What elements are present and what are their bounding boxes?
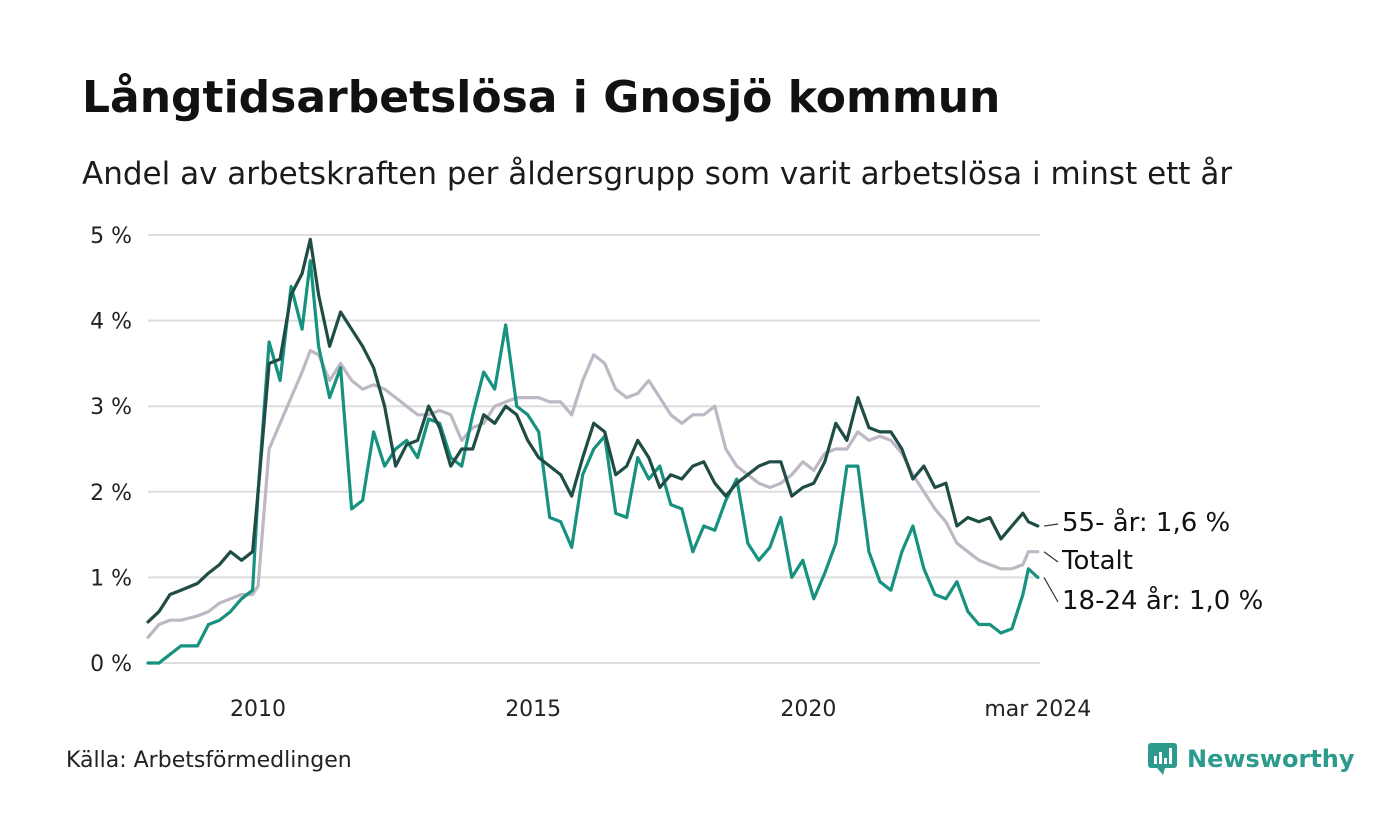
series-line-total [146,349,1040,639]
end-label-leader [1043,577,1059,603]
series-end-label: Totalt [1061,546,1133,576]
brand-logo: Newsworthy [1147,742,1355,776]
y-tick-label: 1 % [90,566,132,591]
x-tick-label: 2010 [230,697,286,722]
series-end-label: 18-24 år: 1,0 % [1062,585,1263,616]
brand-name: Newsworthy [1187,745,1355,773]
x-tick-label: 2015 [505,697,561,722]
source-note: Källa: Arbetsförmedlingen [66,748,352,773]
x-tick-label: mar 2024 [984,697,1091,722]
series-end-label: 55- år: 1,6 % [1062,507,1230,538]
chart-title: Långtidsarbetslösa i Gnosjö kommun [82,72,1001,123]
y-tick-label: 0 % [90,652,132,677]
end-label-leader [1043,523,1059,527]
end-label-leader [1043,551,1059,563]
y-tick-label: 2 % [90,481,132,506]
x-tick-label: 2020 [780,697,836,722]
newsworthy-logo-icon [1148,743,1177,775]
series-line-age55 [146,237,1040,624]
y-tick-label: 4 % [90,310,132,335]
y-tick-label: 5 % [90,224,132,249]
series-line-age1824 [146,259,1040,665]
y-tick-label: 3 % [90,395,132,420]
chart-subtitle: Andel av arbetskraften per åldersgrupp s… [82,156,1233,192]
